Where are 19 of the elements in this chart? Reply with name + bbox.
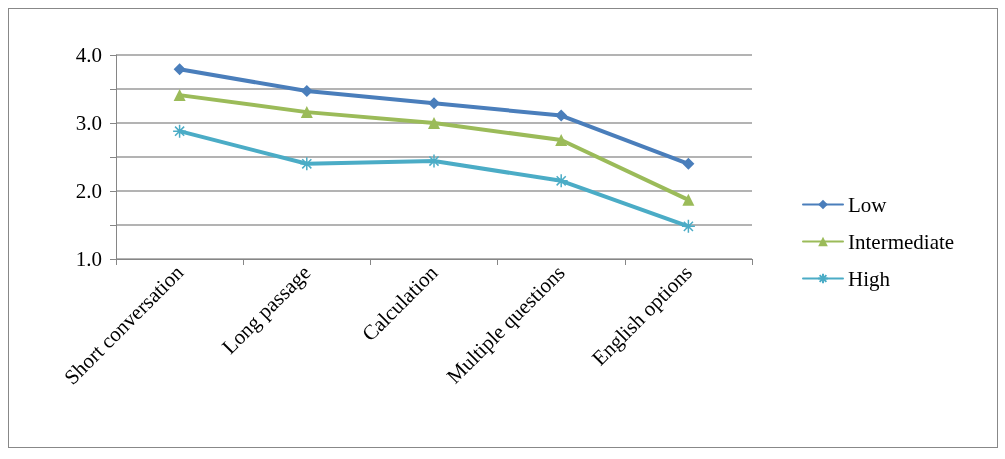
- point: [682, 193, 695, 206]
- point: [682, 157, 695, 170]
- point: [553, 173, 569, 189]
- point: [555, 134, 568, 146]
- point: [555, 109, 568, 122]
- point: [173, 89, 186, 102]
- point: [172, 123, 187, 139]
- legend-label: Low: [848, 192, 888, 217]
- y-tick-label: 3.0: [75, 111, 102, 135]
- point: [173, 63, 186, 76]
- y-tick-label: 4.0: [75, 43, 102, 67]
- y-tick-label: 1.0: [75, 247, 102, 271]
- legend-label: Intermediate: [848, 229, 955, 254]
- y-tick-label: 2.0: [75, 179, 102, 203]
- point: [681, 219, 696, 234]
- point: [300, 106, 313, 119]
- point: [428, 117, 440, 129]
- point: [428, 97, 440, 110]
- legend-label: High: [848, 266, 891, 291]
